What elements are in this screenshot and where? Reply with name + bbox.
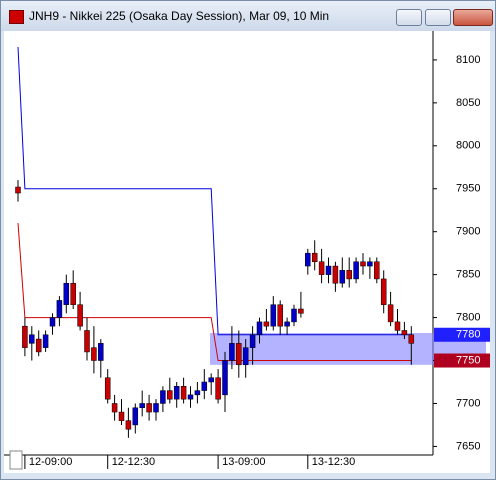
candle-body [132,407,139,426]
candle-body [222,360,228,396]
x-tick-label: 13-12:30 [312,456,355,468]
candle-body [408,334,415,344]
candle-body [201,381,208,391]
candle-body [56,300,63,318]
candle-body [104,377,111,400]
candle-body [29,334,35,344]
y-tick-label: 7950 [456,183,480,195]
candle-body [35,338,42,353]
candle-body [208,377,214,383]
x-tick-label: 13-09:00 [222,456,265,468]
scroll-box[interactable] [9,450,23,470]
candle-body [111,403,118,413]
candle-body [77,304,83,327]
candle-body [311,252,318,262]
candle-body [332,265,339,284]
candle-body [118,411,125,421]
candle-body [298,308,304,314]
chart-background [4,31,490,473]
y-tick-label: 7900 [456,226,480,238]
candle-body [173,386,180,400]
candle-body [374,261,380,280]
candle-body [236,343,242,366]
minimize-button[interactable] [396,9,422,26]
y-tick-label: 7800 [456,311,480,323]
candle-body [98,343,104,361]
candle-body [270,304,277,327]
candle-body [346,270,352,280]
candle-body [339,270,346,284]
candle-body [70,282,76,305]
candle-body [242,347,249,366]
y-tick-label: 8100 [456,54,480,66]
price-marker-label: 7750 [456,354,480,366]
candle-body [401,330,408,336]
candle-body [249,334,256,348]
candle-body [63,282,70,305]
candle-body [91,347,97,361]
indicator-line [17,47,412,336]
candle-body [256,321,263,336]
candle-body [139,403,145,409]
candle-body [187,394,194,400]
candle-body [229,343,235,361]
candle-body [277,304,283,327]
y-tick-label: 8000 [456,140,480,152]
candle-body [215,377,221,400]
close-button[interactable] [453,9,493,26]
candle-body [49,317,56,327]
candle-body [353,261,359,280]
candle-body [167,390,173,400]
candle-body [160,390,166,404]
title-bar: JNH9 - Nikkei 225 (Osaka Day Session), M… [1,1,495,31]
app-icon [9,10,24,24]
candle-body [153,403,159,413]
y-tick-label: 7700 [456,397,480,409]
candle-body [387,304,394,323]
x-tick-label: 12-09:00 [29,456,72,468]
candle-body [194,390,201,396]
candle-body [22,325,28,348]
price-marker-label: 7780 [456,329,480,341]
candle-body [318,261,325,275]
candle-body [325,265,332,275]
candle-body [15,186,21,194]
candle-body [360,261,366,267]
candle-body [146,403,152,413]
candle-body [367,261,373,267]
window-title: JNH9 - Nikkei 225 (Osaka Day Session), M… [29,9,330,23]
indicator-line [17,223,412,362]
candle-body [84,330,90,353]
maximize-button[interactable] [425,9,451,26]
candle-body [180,386,187,400]
candle-body [284,321,290,327]
x-tick-label: 12-12:30 [112,456,155,468]
price-marker [434,353,490,368]
candle-body [125,420,132,430]
chart: 7650 7700 7750 7800 7850 7900 7950 8000 8050 8100… [4,31,490,473]
y-tick-label: 7650 [456,440,480,452]
price-marker [434,327,490,342]
candle-body [291,308,297,323]
y-tick-label: 8050 [456,97,480,109]
y-tick-label: 7850 [456,269,480,281]
candle-body [305,252,311,267]
candle-body [394,321,401,331]
candle-body [42,334,49,348]
candle-body [263,321,270,327]
plot-right-edge [432,31,434,455]
candle-body [380,278,387,305]
